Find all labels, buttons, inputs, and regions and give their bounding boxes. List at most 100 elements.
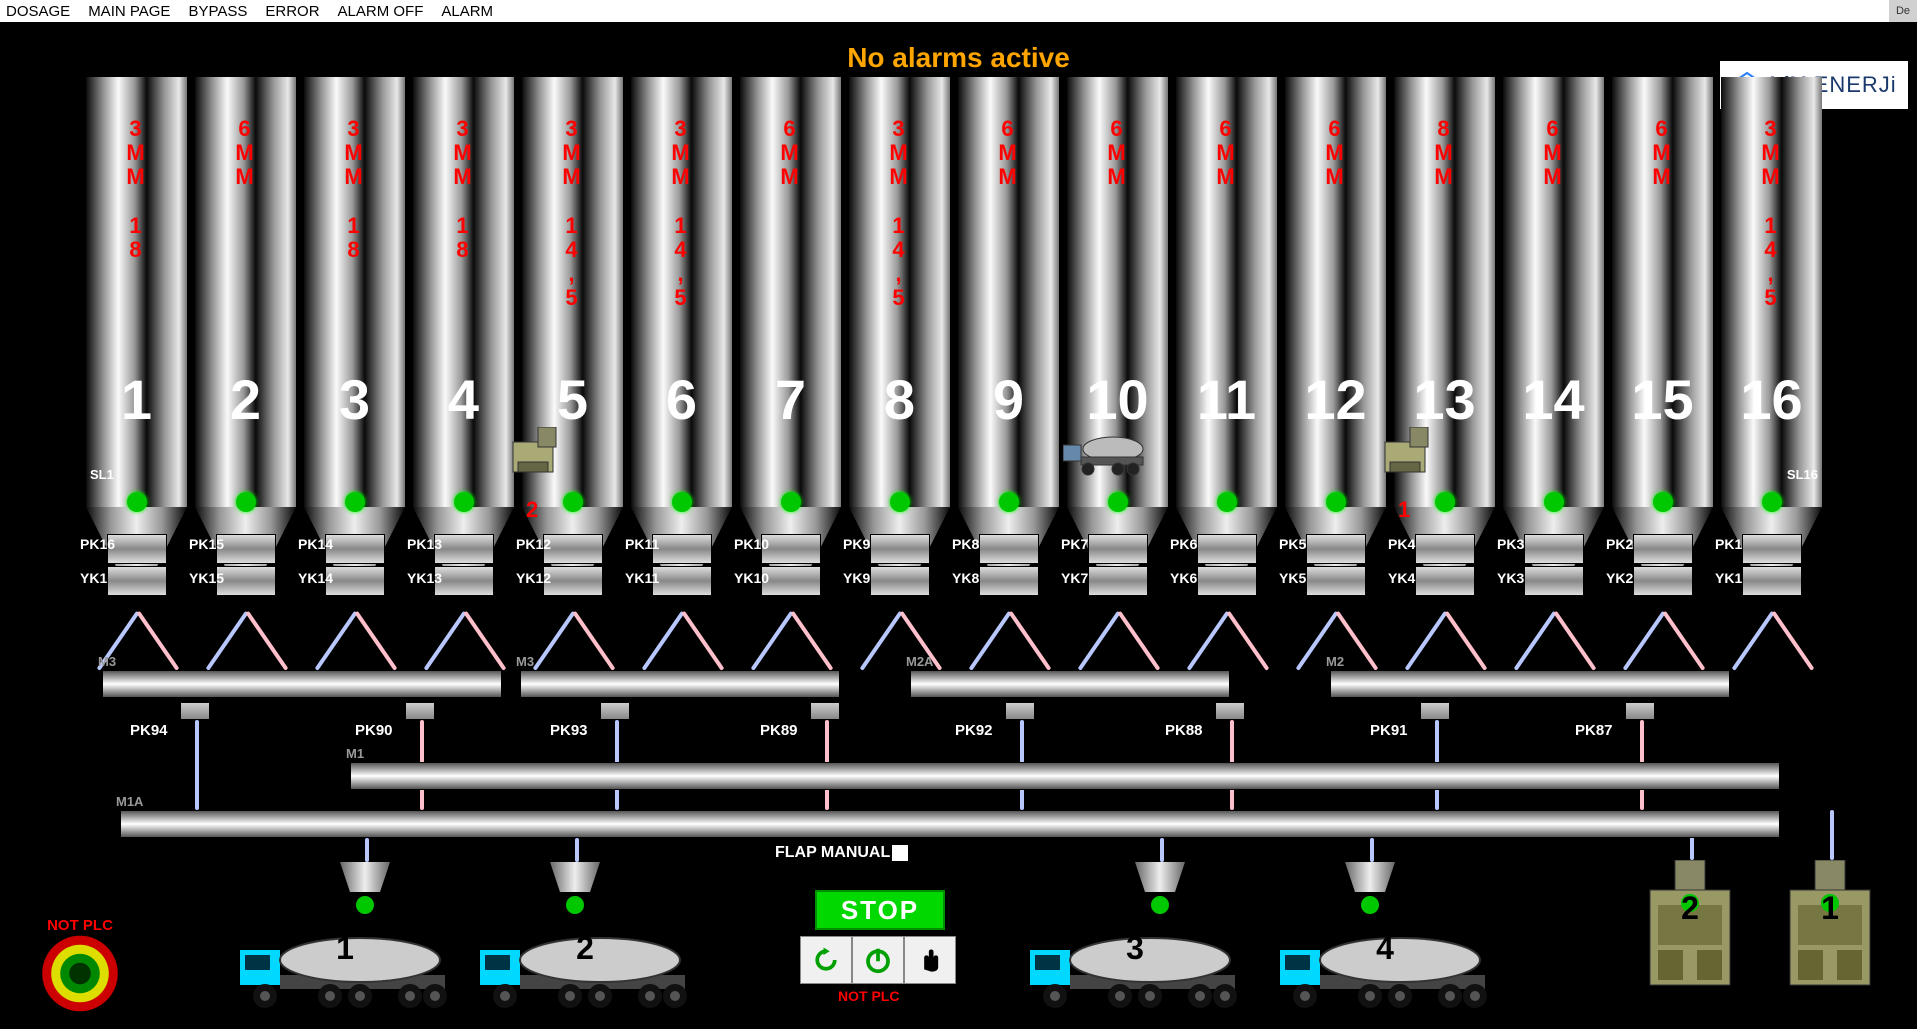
pk-valve[interactable] (979, 534, 1039, 564)
pk-valve[interactable] (1306, 534, 1366, 564)
yk-valve[interactable] (107, 566, 167, 596)
pk-drop-valve[interactable] (405, 702, 435, 720)
flex-pipe (195, 720, 199, 810)
menu-alarm-off[interactable]: ALARM OFF (338, 3, 424, 20)
yk-valve[interactable] (434, 566, 494, 596)
flex-pipe (968, 611, 1011, 671)
flap-manual-toggle[interactable]: FLAP MANUAL (775, 844, 908, 862)
truck-4[interactable]: 4 (1280, 920, 1490, 1010)
pk-valve[interactable] (1415, 534, 1475, 564)
dev-tag: De (1889, 0, 1917, 22)
yk-valve[interactable] (979, 566, 1039, 596)
yk-valve[interactable] (1197, 566, 1257, 596)
silo-11[interactable]: 6MM11 (1172, 77, 1281, 527)
silo-number: 1 (82, 367, 191, 432)
menu-main-page[interactable]: MAIN PAGE (88, 3, 170, 20)
yk-label: YK7 (1061, 570, 1088, 586)
press-icon (508, 427, 568, 477)
pk-label: PK16 (80, 536, 115, 552)
pk-drop-valve[interactable] (600, 702, 630, 720)
yk-valve[interactable] (652, 566, 712, 596)
pk-drop-valve[interactable] (810, 702, 840, 720)
yk-valve[interactable] (1306, 566, 1366, 596)
flex-pipe (1830, 810, 1834, 860)
silo-13[interactable]: 8MM131 (1390, 77, 1499, 527)
silo-2[interactable]: 6MM2 (191, 77, 300, 527)
silo-8[interactable]: 3MM 14,58 (845, 77, 954, 527)
pk-label: PK12 (516, 536, 551, 552)
pk-valve[interactable] (1088, 534, 1148, 564)
reset-button[interactable] (800, 936, 852, 984)
yk-valve[interactable] (1088, 566, 1148, 596)
pk-valve[interactable] (434, 534, 494, 564)
silo-1[interactable]: 3MM 181SL1 (82, 77, 191, 527)
packaging-machine-1[interactable]: 1 (1780, 860, 1880, 1000)
silo-6[interactable]: 3MM 14,56 (627, 77, 736, 527)
silo-number: 13 (1390, 367, 1499, 432)
silo-7[interactable]: 6MM7 (736, 77, 845, 527)
yk-valve[interactable] (216, 566, 276, 596)
truck-2[interactable]: 2 (480, 920, 690, 1010)
hand-icon (916, 946, 944, 974)
silo-led (781, 492, 801, 512)
pkyk-5: PK12YK12 (518, 532, 627, 612)
packaging-machine-2[interactable]: 2 (1640, 860, 1740, 1000)
silo-5[interactable]: 3MM 14,552 (518, 77, 627, 527)
menu-dosage[interactable]: DOSAGE (6, 3, 70, 20)
silo-16[interactable]: 3MM 14,516SL16 (1717, 77, 1826, 527)
silo-3[interactable]: 3MM 183 (300, 77, 409, 527)
pk-valve[interactable] (1742, 534, 1802, 564)
yk-label: YK5 (1279, 570, 1306, 586)
pk-drop-valve[interactable] (1625, 702, 1655, 720)
power-button[interactable] (852, 936, 904, 984)
pk-drop-valve[interactable] (1420, 702, 1450, 720)
pk-valve[interactable] (1633, 534, 1693, 564)
pkyk-7: PK10YK10 (736, 532, 845, 612)
pk-valve[interactable] (325, 534, 385, 564)
truck-3[interactable]: 3 (1030, 920, 1240, 1010)
silo-led (999, 492, 1019, 512)
pk-valve[interactable] (1197, 534, 1257, 564)
pk-valve[interactable] (216, 534, 276, 564)
flex-pipe (1622, 611, 1665, 671)
stop-button[interactable]: STOP (815, 890, 945, 930)
menu-bypass[interactable]: BYPASS (188, 3, 247, 20)
yk-valve[interactable] (1742, 566, 1802, 596)
pk-valve[interactable] (652, 534, 712, 564)
pk-valve[interactable] (761, 534, 821, 564)
hopper-led (566, 896, 584, 914)
pk-drop-valve[interactable] (180, 702, 210, 720)
pk-drop-valve[interactable] (1215, 702, 1245, 720)
flex-pipe (1662, 611, 1705, 671)
yk-label: YK13 (407, 570, 442, 586)
pk-drop-label: PK94 (130, 722, 168, 739)
menu-alarm[interactable]: ALARM (441, 3, 493, 20)
silo-15[interactable]: 6MM15 (1608, 77, 1717, 527)
silo-9[interactable]: 6MM9 (954, 77, 1063, 527)
pk-label: PK14 (298, 536, 333, 552)
yk-valve[interactable] (870, 566, 930, 596)
yk-valve[interactable] (1633, 566, 1693, 596)
yk-valve[interactable] (1415, 566, 1475, 596)
pk-drop-valve[interactable] (1005, 702, 1035, 720)
flex-pipe (354, 611, 397, 671)
silo-10[interactable]: 6MM10 (1063, 77, 1172, 527)
alarm-banner: No alarms active (0, 42, 1917, 74)
truck-1[interactable]: 1 (240, 920, 450, 1010)
silo-number: 16 (1717, 367, 1826, 432)
pk-valve[interactable] (870, 534, 930, 564)
manual-button[interactable] (904, 936, 956, 984)
yk-valve[interactable] (1524, 566, 1584, 596)
pk-valve[interactable] (107, 534, 167, 564)
silo-4[interactable]: 3MM 184 (409, 77, 518, 527)
pkg-number: 1 (1780, 890, 1880, 927)
pk-valve[interactable] (543, 534, 603, 564)
menu-error[interactable]: ERROR (265, 3, 319, 20)
pk-valve[interactable] (1524, 534, 1584, 564)
yk-valve[interactable] (325, 566, 385, 596)
pkyk-10: PK7YK7 (1063, 532, 1172, 612)
silo-14[interactable]: 6MM14 (1499, 77, 1608, 527)
yk-valve[interactable] (761, 566, 821, 596)
yk-valve[interactable] (543, 566, 603, 596)
silo-12[interactable]: 6MM12 (1281, 77, 1390, 527)
